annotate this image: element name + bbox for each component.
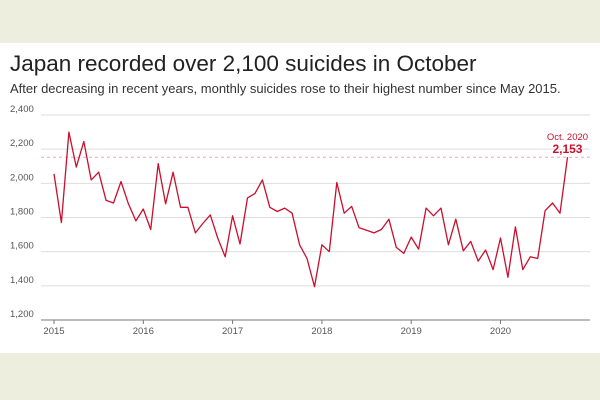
y-tick-label: 2,000 [10, 172, 34, 183]
x-tick-label: 2016 [133, 326, 154, 337]
y-tick-label: 2,400 [10, 104, 34, 115]
series-line-monthly-suicides [53, 131, 569, 288]
y-axis-ticks: 1,200 1,400 1,600 1,800 2,000 2,200 2,400 [10, 104, 34, 320]
y-tick-label: 1,200 [10, 309, 34, 320]
y-tick-label: 2,200 [10, 138, 34, 149]
grid-lines [41, 114, 590, 321]
y-tick-label: 1,400 [10, 275, 34, 286]
annotation-label: Oct. 2020 [547, 132, 588, 143]
y-tick-label: 1,600 [10, 241, 34, 252]
x-tick-label: 2018 [311, 326, 332, 337]
series-layer [53, 131, 569, 288]
annotation-value: 2,153 [552, 142, 582, 156]
x-tick-label: 2015 [43, 326, 64, 337]
chart-subtitle: After decreasing in recent years, monthl… [10, 81, 561, 96]
y-tick-label: 1,800 [10, 207, 34, 218]
chart-card: Japan recorded over 2,100 suicides in Oc… [0, 43, 600, 353]
x-tick-label: 2017 [222, 326, 243, 337]
chart-title: Japan recorded over 2,100 suicides in Oc… [10, 51, 477, 76]
x-axis-ticks: 2015 2016 2017 2018 2019 2020 [43, 320, 511, 337]
x-tick-label: 2020 [490, 326, 511, 337]
x-tick-label: 2019 [401, 326, 422, 337]
line-chart: 1,200 1,400 1,600 1,800 2,000 2,200 2,400 2015… [10, 104, 590, 337]
